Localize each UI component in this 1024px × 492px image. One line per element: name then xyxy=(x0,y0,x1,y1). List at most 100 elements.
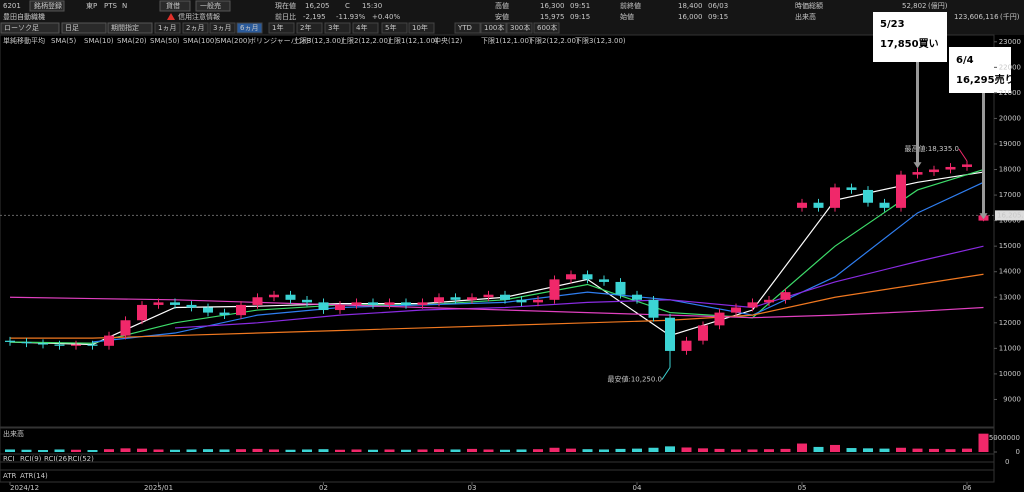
name: SMA(100) xyxy=(183,37,217,45)
volume-bar xyxy=(747,449,758,452)
volume-bar xyxy=(401,449,411,452)
7: 4年 xyxy=(356,23,367,32)
candle-body xyxy=(236,304,246,316)
1: RCI(26) xyxy=(44,455,70,463)
high-label: 高値 xyxy=(495,1,509,10)
period-button[interactable] xyxy=(324,22,351,34)
volume-bar xyxy=(483,449,494,452)
name: SMA(5) xyxy=(51,37,76,45)
9: 2025/01 xyxy=(144,484,173,492)
volume-bar xyxy=(846,448,857,452)
label: 16,205.0 xyxy=(997,211,1024,219)
candle-body xyxy=(698,325,708,341)
period-button[interactable] xyxy=(296,22,323,34)
volume-bar xyxy=(351,449,362,452)
period-button[interactable] xyxy=(236,22,263,34)
volume-bar xyxy=(285,449,296,452)
cap: 52,802 xyxy=(902,2,927,10)
6: 下限3(12,3.00) xyxy=(575,36,626,45)
trade-date: 6/4 xyxy=(956,55,974,66)
0: 1ヵ月 xyxy=(158,24,176,32)
candle-body xyxy=(533,299,543,303)
ma-line xyxy=(174,245,984,329)
turnover-unit: (千円) xyxy=(1000,12,1020,21)
volume-bar xyxy=(665,446,675,452)
arrow-head xyxy=(913,162,922,169)
badge-n: N xyxy=(122,2,127,10)
candle-body xyxy=(731,307,741,313)
1: 上限2(12,2.00) xyxy=(340,36,391,45)
volume-bar xyxy=(186,449,197,452)
turnover-label: 出来高 xyxy=(795,12,816,21)
general-short: 一般売 xyxy=(200,1,221,10)
11: 20000 xyxy=(999,114,1021,122)
bollinger: ボリンジャーバンド xyxy=(249,37,312,45)
cap-unit: (億円) xyxy=(928,1,948,10)
atr-panel xyxy=(0,469,995,483)
candle-body xyxy=(483,294,494,298)
period-button[interactable] xyxy=(408,22,435,34)
0: 上限3(12,3.00) xyxy=(293,36,344,45)
58: 06 xyxy=(963,484,972,492)
candle-body xyxy=(632,294,642,300)
company: 豊田自動織機 xyxy=(3,12,45,21)
period-button[interactable] xyxy=(182,22,209,34)
candle-body xyxy=(714,312,725,326)
volume-bar xyxy=(731,449,741,452)
volume-bar xyxy=(945,449,956,452)
short-button[interactable] xyxy=(195,0,231,12)
interval: 日足 xyxy=(65,24,79,32)
period-button[interactable] xyxy=(209,22,236,34)
period-button[interactable] xyxy=(268,22,295,34)
volume-bar xyxy=(236,449,246,452)
volume-bar xyxy=(962,448,972,452)
pts: PTS xyxy=(104,2,117,10)
trade-date: 5/23 xyxy=(880,19,905,30)
price-panel xyxy=(0,34,995,428)
candle-body xyxy=(747,302,758,308)
volume-bar xyxy=(599,449,609,452)
min-label: 最安値:10,250.0 xyxy=(607,375,662,384)
candle-body xyxy=(5,340,15,342)
candle-body xyxy=(846,187,857,190)
volume-bar xyxy=(71,449,81,452)
volume-bar xyxy=(302,449,312,452)
14: 23000 xyxy=(999,38,1021,46)
6: 3年 xyxy=(328,23,339,32)
candle-body xyxy=(351,302,362,305)
volume-bar xyxy=(434,449,444,452)
register-button[interactable] xyxy=(29,0,65,12)
candle-body xyxy=(153,302,164,305)
volume-bar xyxy=(632,448,642,452)
market: 東P xyxy=(86,1,97,10)
9: 10年 xyxy=(412,23,428,32)
volume-bar xyxy=(813,446,824,452)
open-time: 09:15 xyxy=(708,13,728,21)
price-label: 現在値 xyxy=(275,1,296,10)
19: 02 xyxy=(319,484,328,492)
candle-body xyxy=(797,202,807,208)
trade-text: 17,850買い xyxy=(880,38,939,50)
interval-select[interactable] xyxy=(61,22,107,34)
lending-button[interactable] xyxy=(159,0,191,12)
period-button[interactable] xyxy=(381,22,408,34)
low: 15,975 xyxy=(540,13,565,21)
period-select[interactable] xyxy=(107,22,153,34)
volume-bar xyxy=(384,449,395,452)
volume-bar xyxy=(5,449,15,452)
period-button[interactable] xyxy=(154,22,181,34)
period-button[interactable] xyxy=(506,22,533,34)
open-label: 始値 xyxy=(620,12,634,21)
prev-label: 前終値 xyxy=(620,1,641,10)
alert-icon xyxy=(167,13,175,20)
period-button[interactable] xyxy=(454,22,481,34)
candle-body xyxy=(516,299,527,303)
candle-body xyxy=(813,202,824,208)
style-select[interactable] xyxy=(0,22,60,34)
period-button[interactable] xyxy=(533,22,560,34)
volume-bar xyxy=(87,450,98,452)
period-button[interactable] xyxy=(480,22,507,34)
candle-body xyxy=(896,174,906,208)
period-button[interactable] xyxy=(352,22,379,34)
